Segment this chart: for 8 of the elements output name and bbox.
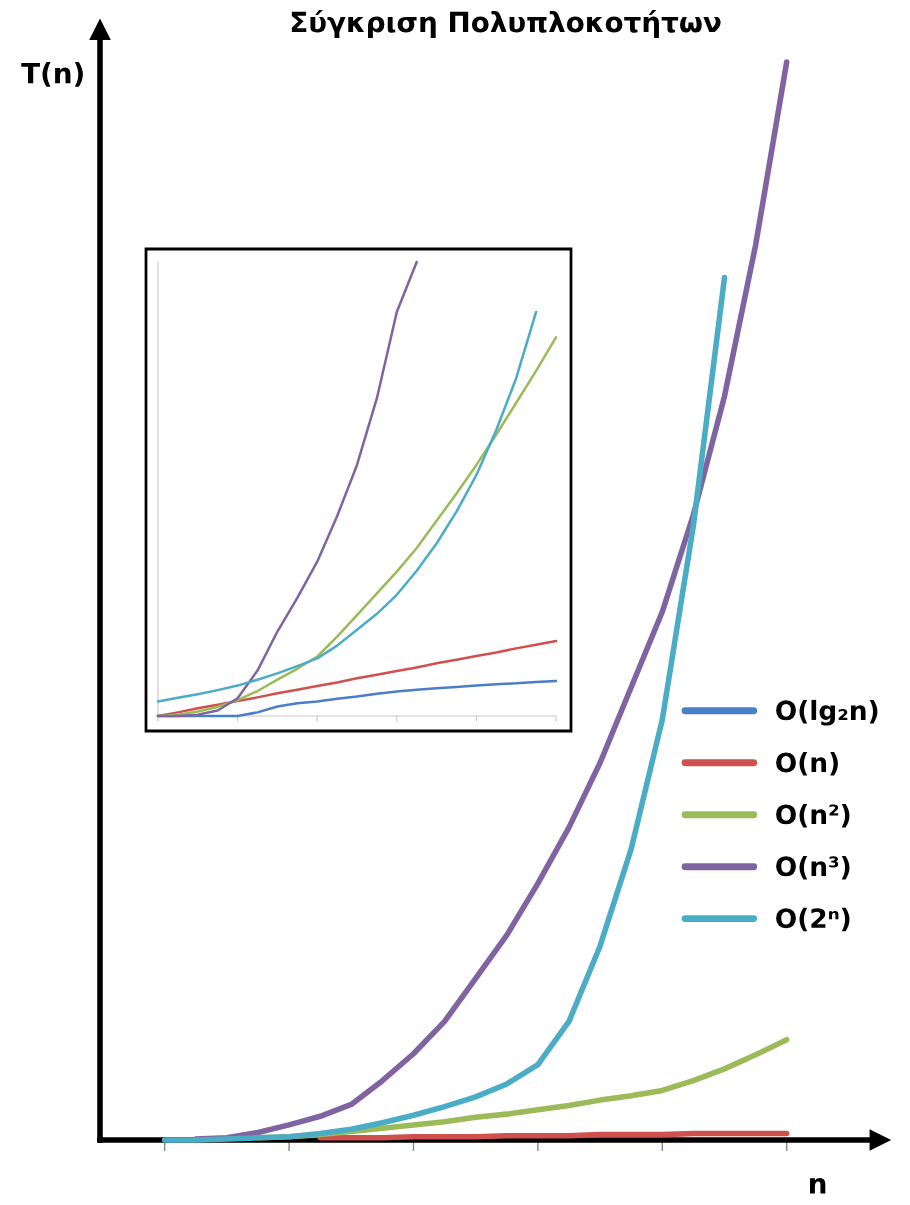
x-axis-title: n xyxy=(810,1177,826,1194)
legend-label: O(n) xyxy=(776,752,838,776)
legend-label: O(2ⁿ) xyxy=(776,907,850,932)
legend-label: O(n³) xyxy=(776,855,850,880)
y-axis-title: T(n) xyxy=(21,62,83,87)
legend-label: O(lg₂n) xyxy=(776,699,878,726)
legend-label: O(n²) xyxy=(776,803,850,828)
chart-title: Σύγκριση Πολυπλοκοτήτων xyxy=(291,9,721,38)
